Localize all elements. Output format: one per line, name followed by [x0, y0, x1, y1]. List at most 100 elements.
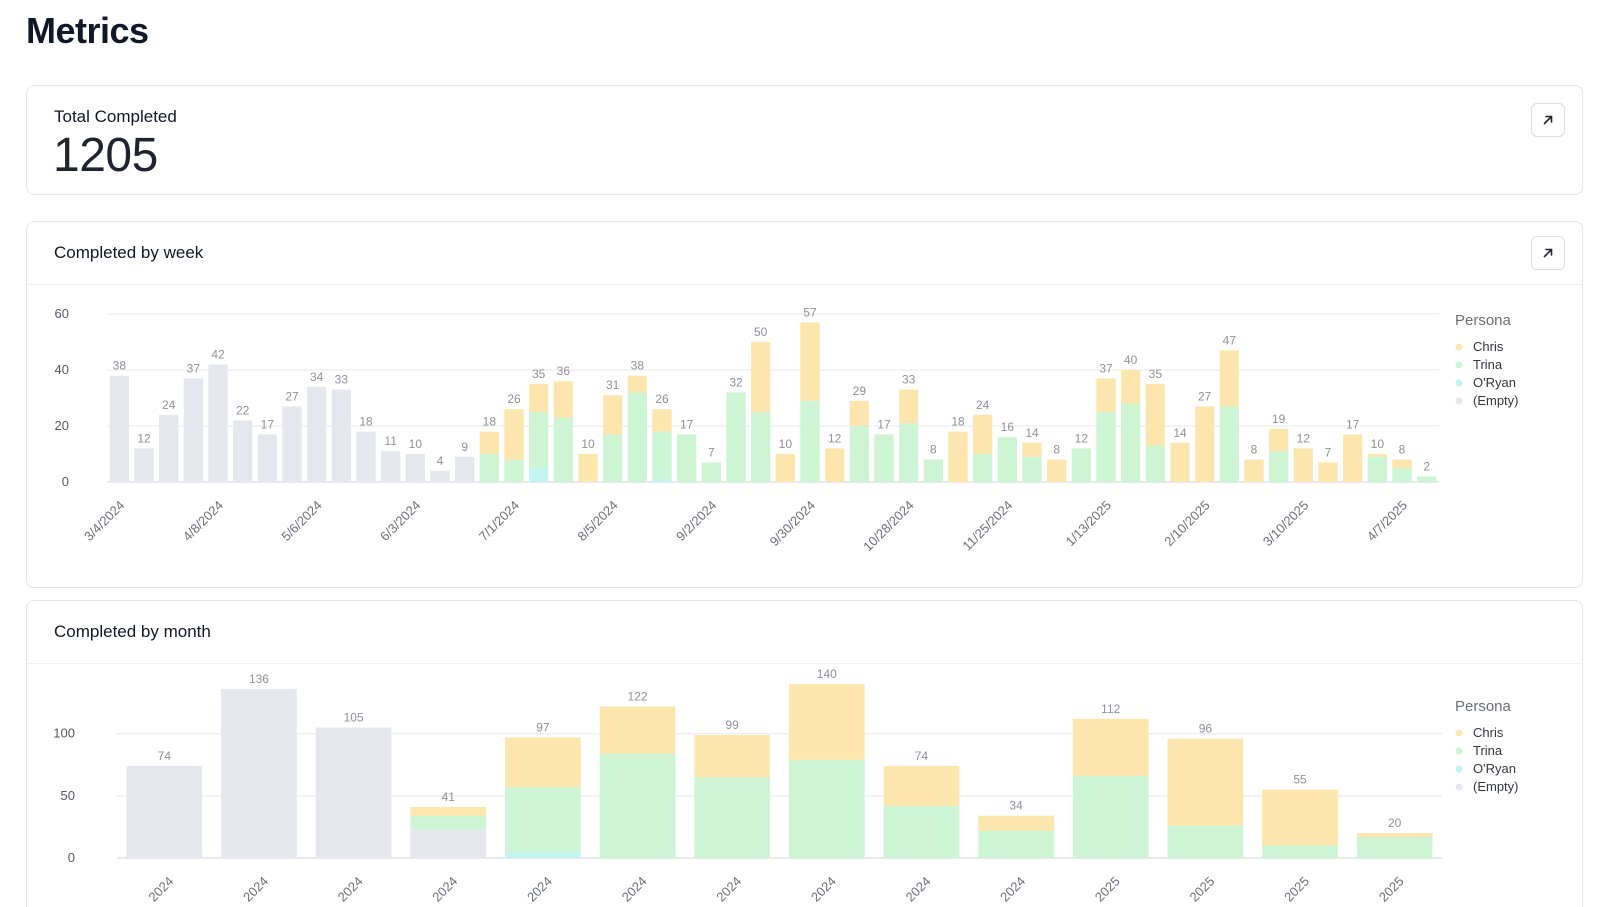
monthly-bar-segment[interactable]: [883, 805, 960, 858]
weekly-bar-segment[interactable]: [233, 420, 253, 482]
weekly-bar-segment[interactable]: [800, 322, 820, 401]
weekly-bar-segment[interactable]: [109, 375, 129, 482]
monthly-bar-segment[interactable]: [410, 807, 487, 816]
weekly-bar-segment[interactable]: [1343, 434, 1363, 482]
weekly-bar-segment[interactable]: [529, 468, 549, 482]
weekly-bar-segment[interactable]: [529, 384, 549, 412]
monthly-bar-segment[interactable]: [1356, 836, 1433, 858]
weekly-bar-segment[interactable]: [1096, 412, 1116, 482]
weekly-bar-segment[interactable]: [1022, 442, 1042, 457]
weekly-bar-segment[interactable]: [751, 412, 771, 482]
monthly-bar-segment[interactable]: [978, 830, 1054, 858]
monthly-bar-segment[interactable]: [1262, 845, 1338, 858]
weekly-bar-segment[interactable]: [874, 434, 894, 482]
weekly-bar-segment[interactable]: [1121, 370, 1141, 404]
monthly-bar-segment[interactable]: [694, 734, 771, 778]
weekly-bar-segment[interactable]: [652, 479, 672, 482]
weekly-bar-segment[interactable]: [973, 414, 993, 454]
weekly-bar-segment[interactable]: [257, 434, 277, 482]
monthly-bar-segment[interactable]: [315, 727, 392, 859]
weekly-bar-segment[interactable]: [1022, 456, 1042, 482]
weekly-bar-segment[interactable]: [553, 417, 573, 482]
weekly-bar-segment[interactable]: [1121, 403, 1141, 482]
monthly-bar-segment[interactable]: [1262, 789, 1338, 846]
monthly-bar-segment[interactable]: [883, 766, 960, 806]
monthly-bar-segment[interactable]: [1167, 825, 1244, 858]
weekly-bar-segment[interactable]: [1219, 406, 1239, 482]
monthly-bar-segment[interactable]: [599, 753, 676, 858]
weekly-legend-item[interactable]: O'Ryan: [1473, 375, 1516, 390]
weekly-legend-item[interactable]: (Empty): [1473, 393, 1519, 408]
weekly-bar-segment[interactable]: [899, 423, 919, 482]
weekly-bar-segment[interactable]: [1219, 350, 1239, 407]
weekly-bar-segment[interactable]: [1047, 459, 1067, 482]
weekly-bar-segment[interactable]: [479, 431, 499, 454]
weekly-bar-segment[interactable]: [825, 448, 845, 482]
weekly-bar-segment[interactable]: [800, 400, 820, 482]
weekly-bar-segment[interactable]: [331, 389, 351, 482]
weekly-bar-segment[interactable]: [1392, 459, 1412, 468]
monthly-bar-segment[interactable]: [788, 759, 865, 858]
monthly-bar-segment[interactable]: [599, 706, 676, 754]
weekly-bar-segment[interactable]: [849, 400, 869, 426]
weekly-bar-segment[interactable]: [1244, 459, 1264, 482]
weekly-bar-segment[interactable]: [282, 406, 302, 482]
monthly-bar-segment[interactable]: [1072, 718, 1149, 776]
weekly-bar-segment[interactable]: [529, 412, 549, 468]
weekly-bar-segment[interactable]: [1170, 442, 1190, 482]
expand-weekly-button[interactable]: [1531, 236, 1565, 270]
monthly-bar-segment[interactable]: [505, 851, 581, 858]
monthly-bar-segment[interactable]: [126, 766, 203, 858]
weekly-bar-segment[interactable]: [455, 456, 475, 482]
monthly-bar-segment[interactable]: [505, 737, 581, 788]
weekly-bar-segment[interactable]: [1071, 448, 1091, 482]
weekly-bar-segment[interactable]: [356, 431, 376, 482]
monthly-bar-segment[interactable]: [1072, 775, 1149, 858]
weekly-bar-segment[interactable]: [1145, 445, 1165, 482]
weekly-bar-segment[interactable]: [652, 409, 672, 432]
weekly-legend-item[interactable]: Trina: [1473, 357, 1503, 372]
monthly-bar-segment[interactable]: [410, 815, 487, 830]
weekly-bar-segment[interactable]: [701, 462, 721, 482]
weekly-bar-segment[interactable]: [997, 437, 1017, 482]
weekly-bar-segment[interactable]: [1367, 454, 1387, 457]
weekly-bar-segment[interactable]: [627, 375, 647, 393]
weekly-legend-item[interactable]: Chris: [1473, 339, 1504, 354]
monthly-bar-segment[interactable]: [1356, 833, 1433, 837]
weekly-bar-segment[interactable]: [405, 454, 425, 482]
monthly-legend-item[interactable]: O'Ryan: [1473, 761, 1516, 776]
weekly-bar-segment[interactable]: [603, 434, 623, 482]
weekly-bar-segment[interactable]: [751, 342, 771, 412]
weekly-bar-segment[interactable]: [775, 454, 795, 482]
weekly-bar-segment[interactable]: [603, 395, 623, 435]
weekly-bar-segment[interactable]: [1417, 476, 1437, 482]
weekly-bar-segment[interactable]: [183, 378, 203, 482]
weekly-bar-segment[interactable]: [134, 448, 154, 482]
weekly-bar-segment[interactable]: [923, 459, 943, 482]
weekly-bar-segment[interactable]: [627, 392, 647, 482]
weekly-bar-segment[interactable]: [578, 454, 598, 482]
weekly-bar-segment[interactable]: [899, 389, 919, 424]
monthly-bar-segment[interactable]: [221, 688, 297, 858]
weekly-bar-segment[interactable]: [504, 459, 524, 482]
monthly-bar-segment[interactable]: [788, 684, 865, 760]
weekly-bar-segment[interactable]: [208, 364, 228, 482]
monthly-legend-item[interactable]: Trina: [1473, 743, 1503, 758]
monthly-bar-segment[interactable]: [505, 787, 581, 852]
weekly-bar-segment[interactable]: [1145, 384, 1165, 446]
weekly-bar-segment[interactable]: [479, 454, 499, 482]
weekly-bar-segment[interactable]: [1195, 406, 1215, 482]
weekly-bar-segment[interactable]: [307, 386, 327, 482]
monthly-bar-segment[interactable]: [978, 815, 1054, 831]
weekly-bar-segment[interactable]: [504, 409, 524, 460]
weekly-bar-segment[interactable]: [677, 434, 697, 482]
weekly-bar-segment[interactable]: [1269, 451, 1289, 482]
weekly-bar-segment[interactable]: [726, 392, 746, 482]
weekly-bar-segment[interactable]: [1392, 468, 1412, 482]
weekly-bar-segment[interactable]: [849, 426, 869, 482]
monthly-bar-segment[interactable]: [1167, 738, 1244, 826]
weekly-bar-segment[interactable]: [381, 451, 401, 482]
monthly-bar-segment[interactable]: [410, 829, 487, 858]
monthly-bar-segment[interactable]: [694, 777, 771, 858]
weekly-bar-segment[interactable]: [948, 431, 968, 482]
